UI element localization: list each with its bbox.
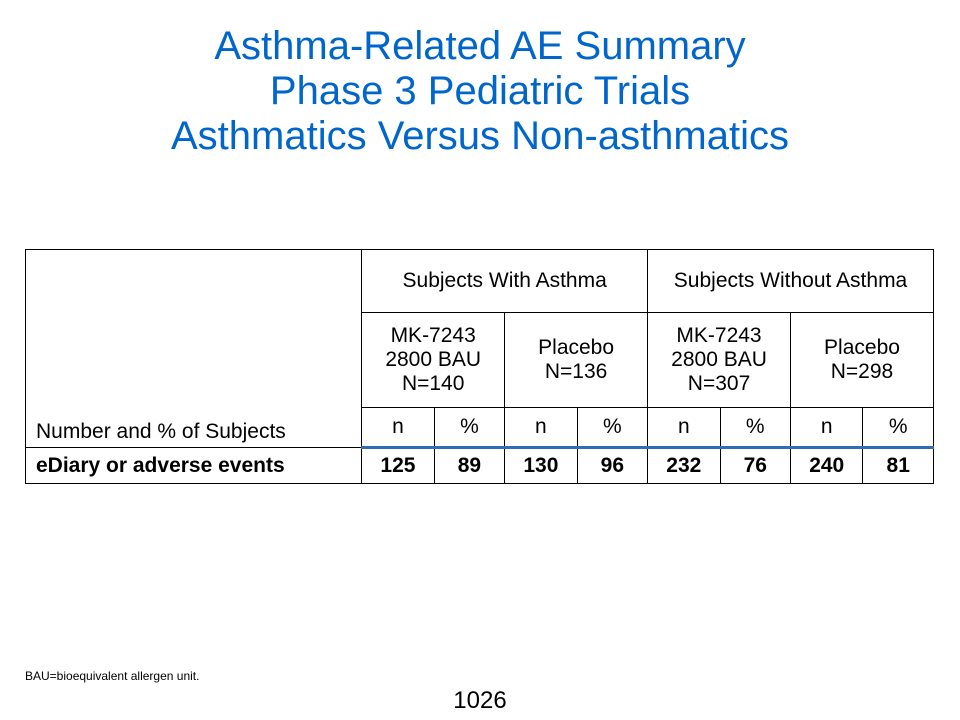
arm-header-line: MK-7243 xyxy=(676,324,762,347)
group-header-with-asthma: Subjects With Asthma xyxy=(361,249,649,313)
arm-header-mk7243-non-asthma: MK-7243 2800 BAU N=307 xyxy=(647,312,791,408)
arm-header-line: MK-7243 xyxy=(390,324,476,347)
sub-header-n: n xyxy=(361,407,435,449)
sub-header-n: n xyxy=(789,407,864,449)
arm-header-placebo-asthma: Placebo N=136 xyxy=(504,312,649,408)
title-line-2: Phase 3 Pediatric Trials xyxy=(269,69,691,113)
ae-summary-table: Number and % of Subjects Subjects With A… xyxy=(24,249,935,484)
table-cell: 76 xyxy=(719,447,791,484)
group-header-without-asthma: Subjects Without Asthma xyxy=(647,249,934,313)
sub-header-percent: % xyxy=(862,407,934,449)
table-row: eDiary or adverse events 125 89 130 96 2… xyxy=(24,447,934,484)
sub-header-percent: % xyxy=(576,407,649,449)
table-cell: 81 xyxy=(862,447,934,484)
arm-header-line: N=140 xyxy=(401,372,465,395)
arm-header-line: Placebo xyxy=(538,336,615,359)
sub-header-n: n xyxy=(647,407,721,449)
arm-header-line: N=298 xyxy=(830,360,894,383)
arm-header-line: 2800 BAU xyxy=(385,348,482,371)
table-cell: 232 xyxy=(647,447,721,484)
sub-header-n: n xyxy=(504,407,578,449)
table-cell: 89 xyxy=(433,447,506,484)
row-label: eDiary or adverse events xyxy=(24,447,363,484)
title-line-1: Asthma-Related AE Summary xyxy=(214,24,746,68)
arm-header-line: Placebo xyxy=(824,336,900,359)
sub-header-percent: % xyxy=(719,407,791,449)
title-line-3: Asthmatics Versus Non-asthmatics xyxy=(171,114,789,158)
table-cell: 96 xyxy=(576,447,649,484)
slide-title: Asthma-Related AE Summary Phase 3 Pediat… xyxy=(0,24,960,159)
page-number: 1026 xyxy=(453,687,507,714)
table-cell: 240 xyxy=(789,447,864,484)
table-cell: 130 xyxy=(504,447,578,484)
arm-header-placebo-non-asthma: Placebo N=298 xyxy=(789,312,935,408)
footnote: BAU=bioequivalent allergen unit. xyxy=(25,669,200,683)
arm-header-line: 2800 BAU xyxy=(671,348,767,371)
sub-header-percent: % xyxy=(433,407,506,449)
table-cell: 125 xyxy=(361,447,435,484)
arm-header-line: N=136 xyxy=(544,360,608,383)
arm-header-line: N=307 xyxy=(687,372,751,395)
table-corner-label: Number and % of Subjects xyxy=(24,249,363,448)
arm-header-mk7243-asthma: MK-7243 2800 BAU N=140 xyxy=(361,312,506,408)
